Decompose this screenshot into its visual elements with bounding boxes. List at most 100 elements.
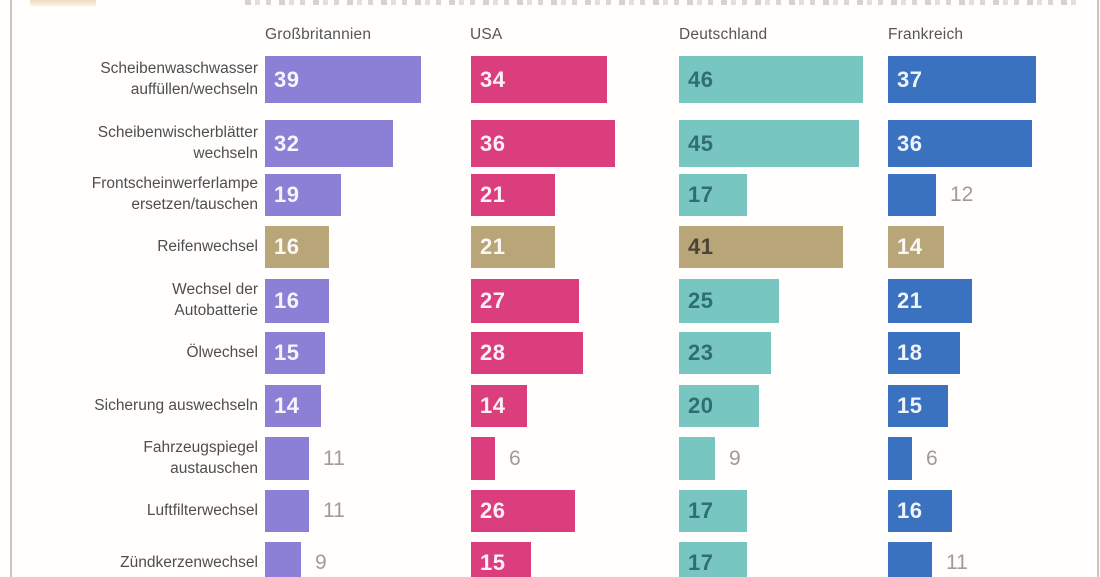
- bar-deutschland: 17: [679, 174, 747, 216]
- bar-deutschland: 17: [679, 490, 747, 532]
- bar-usa: 28: [471, 332, 583, 374]
- category-label: Sicherung auswechseln: [94, 396, 258, 414]
- bar-value-label: 12: [950, 183, 974, 206]
- bar-usa: [471, 437, 495, 480]
- card-right-border: [1097, 0, 1099, 577]
- bar-frankreich: [888, 174, 936, 216]
- bar-usa: 26: [471, 490, 575, 532]
- bar-grossbritannien: 15: [265, 332, 325, 374]
- column-header-usa: USA: [470, 26, 503, 43]
- bar-value-label: 15: [480, 550, 506, 575]
- bar-deutschland: 23: [679, 332, 771, 374]
- category-label: Zündkerzenwechsel: [120, 553, 258, 571]
- bar-value-label: 21: [480, 182, 506, 207]
- bar-usa: 21: [471, 226, 555, 268]
- bar-frankreich: [888, 437, 912, 480]
- category-label: Reifenwechsel: [157, 237, 258, 255]
- bar-value-label: 37: [897, 66, 923, 92]
- bar-value-label: 9: [315, 551, 327, 574]
- bar-value-label: 14: [274, 393, 300, 418]
- chart-row-9: Luftfilterwechsel 11 26 17 16: [0, 490, 1100, 532]
- column-header-grossbritannien: Großbritannien: [265, 26, 372, 43]
- chart-row-6: Ölwechsel 15 28 23 18: [0, 332, 1100, 374]
- bar-grossbritannien: 19: [265, 174, 341, 216]
- bar-value-label: 21: [480, 234, 506, 259]
- bar-value-label: 14: [897, 234, 923, 259]
- bar-frankreich: 15: [888, 385, 948, 427]
- bar-value-label: 21: [897, 288, 923, 313]
- bar-usa: 14: [471, 385, 527, 427]
- category-label: Fahrzeugspiegel austauschen: [143, 438, 258, 477]
- column-header-frankreich: Frankreich: [888, 26, 964, 43]
- bar-value-label: 36: [897, 130, 923, 156]
- category-label: Luftfilterwechsel: [146, 501, 258, 519]
- bar-grossbritannien: 14: [265, 385, 321, 427]
- bar-value-label: 16: [274, 288, 300, 313]
- bar-value-label: 18: [897, 340, 923, 365]
- category-label: Frontscheinwerferlampe ersetzen/tauschen: [91, 175, 258, 213]
- bar-grossbritannien: 16: [265, 226, 329, 268]
- bar-frankreich: 18: [888, 332, 960, 374]
- bar-deutschland: 17: [679, 542, 747, 577]
- bar-value-label: 27: [480, 288, 506, 313]
- bar-grossbritannien: [265, 490, 309, 532]
- bar-value-label: 17: [688, 550, 714, 575]
- cropped-title-remnant: [245, 0, 1080, 5]
- chart-row-1: Scheibenwaschwasser auffüllen/wechseln 39…: [0, 56, 1100, 103]
- bar-value-label: 11: [323, 446, 345, 470]
- category-label: Scheibenwaschwasser auffüllen/wechseln: [100, 59, 258, 98]
- bar-value-label: 16: [274, 234, 300, 259]
- bar-value-label: 17: [688, 182, 714, 207]
- bar-usa: 34: [471, 56, 607, 103]
- bar-deutschland: 20: [679, 385, 759, 427]
- bar-frankreich: 21: [888, 279, 972, 323]
- bar-grossbritannien: 32: [265, 120, 393, 167]
- bar-value-label: 14: [480, 393, 506, 418]
- bar-frankreich: 36: [888, 120, 1032, 167]
- bar-frankreich: 16: [888, 490, 952, 532]
- bar-usa: 36: [471, 120, 615, 167]
- bar-grossbritannien: [265, 437, 309, 480]
- bar-usa: 21: [471, 174, 555, 216]
- card-left-border: [10, 0, 12, 577]
- bar-value-label: 26: [480, 498, 506, 523]
- chart-row-2: Scheibenwischerblätter wechseln 32 36 45 36: [0, 120, 1100, 167]
- chart-row-5: Wechsel der Autobatterie 16 27 25 21: [0, 279, 1100, 323]
- bar-deutschland: 46: [679, 56, 863, 103]
- bar-value-label: 11: [323, 499, 345, 522]
- logo-remnant: [30, 0, 96, 6]
- category-label: Scheibenwischerblätter wechseln: [97, 123, 258, 162]
- bar-value-label: 41: [688, 234, 714, 259]
- bar-value-label: 11: [946, 551, 968, 574]
- bar-deutschland: 45: [679, 120, 859, 167]
- bar-grossbritannien: 39: [265, 56, 421, 103]
- bar-value-label: 19: [274, 182, 300, 207]
- category-label: Wechsel der Autobatterie: [172, 281, 258, 319]
- bar-deutschland: 25: [679, 279, 779, 323]
- bar-value-label: 15: [897, 393, 923, 418]
- bar-deutschland: 41: [679, 226, 843, 268]
- chart-row-7: Sicherung auswechseln 14 14 20 15: [0, 385, 1100, 427]
- bar-value-label: 9: [729, 446, 741, 470]
- bar-value-label: 6: [509, 446, 521, 470]
- chart-row-8: Fahrzeugspiegel austauschen 11 6 9 6: [0, 437, 1100, 480]
- chart-row-10: Zündkerzenwechsel 9 15 17 11: [0, 542, 1100, 577]
- bar-value-label: 39: [274, 66, 300, 92]
- bar-value-label: 20: [688, 393, 714, 418]
- category-label: Ölwechsel: [186, 343, 259, 361]
- bar-value-label: 17: [688, 498, 714, 523]
- bar-value-label: 46: [688, 66, 714, 92]
- bar-value-label: 16: [897, 498, 923, 523]
- bar-value-label: 36: [480, 130, 506, 156]
- chart-row-4: Reifenwechsel 16 21 41 14: [0, 226, 1100, 268]
- bar-usa: 15: [471, 542, 531, 577]
- column-header-deutschland: Deutschland: [679, 26, 768, 43]
- bar-value-label: 6: [926, 446, 938, 470]
- bar-value-label: 25: [688, 288, 714, 313]
- bar-value-label: 34: [480, 66, 506, 92]
- bar-value-label: 23: [688, 340, 714, 365]
- bar-value-label: 28: [480, 340, 506, 365]
- bar-grossbritannien: [265, 542, 301, 577]
- bar-frankreich: 14: [888, 226, 944, 268]
